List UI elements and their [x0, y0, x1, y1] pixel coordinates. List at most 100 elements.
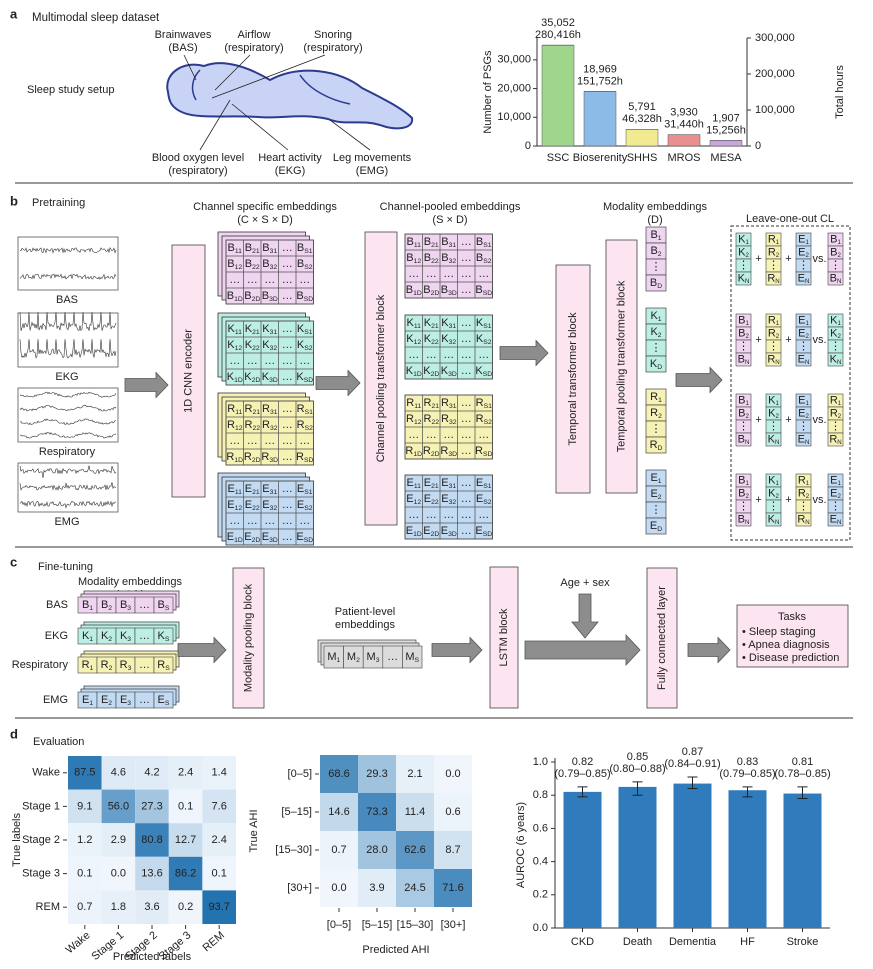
- ellipsis: …: [461, 317, 472, 329]
- panel-title: Pretraining: [32, 197, 85, 209]
- y-tick-label: 20,000: [497, 82, 531, 94]
- ellipsis: ⋮: [651, 423, 662, 435]
- cell-label: ESD: [296, 531, 313, 544]
- cell-subscript: S2: [304, 345, 313, 352]
- cell-letter: E: [798, 394, 805, 406]
- cell-subscript: 2: [775, 413, 779, 420]
- cell-subscript: 3D: [448, 371, 457, 378]
- cell-letter: M: [327, 651, 336, 663]
- cell-letter: E: [441, 477, 448, 489]
- ellipsis: …: [408, 349, 419, 361]
- cell-subscript: S: [415, 657, 420, 664]
- cell-subscript: 1: [89, 636, 93, 643]
- cell-letter: K: [768, 394, 776, 406]
- section-title: Modality embeddings: [78, 576, 182, 588]
- cell-letter: E: [798, 407, 805, 419]
- cell-value: 1.4: [212, 767, 227, 779]
- cell-label: E32: [262, 499, 277, 512]
- ellipsis: …: [461, 477, 472, 489]
- cell-label: K1: [738, 233, 749, 245]
- y2-axis-label: Total hours: [834, 65, 846, 119]
- ellipsis: …: [443, 429, 454, 441]
- ellipsis: …: [264, 435, 275, 447]
- cell-label: B2: [738, 327, 749, 339]
- cell-letter: K: [768, 433, 776, 445]
- y2-tick-label: 0: [755, 140, 761, 152]
- row-label: EMG: [43, 694, 68, 706]
- cell-letter: R: [227, 403, 235, 415]
- cell-label: B3D: [262, 290, 278, 303]
- cell-letter: K: [476, 333, 484, 345]
- ellipsis: ⋮: [768, 340, 779, 352]
- cell-letter: E: [424, 493, 431, 505]
- cell-subscript: 1: [805, 400, 809, 407]
- cell-subscript: 3: [127, 605, 131, 612]
- cell-label: K2: [101, 630, 112, 643]
- cell-letter: B: [650, 277, 657, 289]
- cell-label: K1: [650, 310, 661, 323]
- cell-subscript: 3D: [269, 377, 278, 384]
- block: [555, 264, 591, 494]
- cell-label: K2: [768, 407, 779, 419]
- cell-value: 0.7: [77, 901, 92, 913]
- cl-cell: [795, 432, 812, 447]
- cell-subscript: 22: [431, 258, 439, 265]
- cell-label: E3: [120, 694, 131, 707]
- cell-letter: B: [406, 284, 413, 296]
- heatmap-cell: [202, 890, 236, 924]
- cell-value: 3.9: [369, 882, 384, 894]
- cell-value: 28.0: [366, 844, 387, 856]
- cell-label: K1: [768, 474, 779, 486]
- cell-letter: E: [441, 493, 448, 505]
- ellipsis: …: [299, 274, 310, 286]
- cell-label: E1D: [406, 525, 422, 538]
- cell-letter: R: [798, 474, 806, 486]
- ellipsis: …: [229, 435, 240, 447]
- cell-value: 0.7: [331, 844, 346, 856]
- signal-label: Heart activity: [258, 152, 322, 164]
- cell-letter: B: [262, 258, 269, 270]
- cell-subscript: 11: [235, 489, 242, 496]
- cell-letter: B: [424, 252, 431, 264]
- cell-value: 0.1: [212, 868, 227, 880]
- cell-subscript: S2: [483, 339, 492, 346]
- cell-subscript: 2: [805, 252, 809, 259]
- y-tick-label: 1.0: [533, 756, 548, 768]
- section-title: (C × S × D): [237, 214, 293, 226]
- plus: +: [755, 253, 761, 265]
- bar: [618, 786, 657, 928]
- heatmap-cell: [396, 869, 434, 907]
- ellipsis: …: [408, 429, 419, 441]
- cell-subscript: 1: [838, 400, 842, 407]
- plus: +: [755, 334, 761, 346]
- cell-letter: R: [406, 397, 414, 409]
- cell-letter: B: [423, 284, 430, 296]
- cell-label: KS1: [297, 323, 313, 336]
- cell-subscript: 11: [414, 242, 421, 249]
- cell-label: R1: [768, 314, 780, 326]
- panel-letter: c: [10, 554, 17, 569]
- cell-letter: E: [798, 433, 805, 445]
- cell-label: EN: [798, 272, 810, 284]
- cell-subscript: 2: [775, 493, 779, 500]
- cell-label: R1: [650, 391, 662, 404]
- cell-label: E2: [650, 488, 661, 501]
- cell-subscript: N: [805, 278, 809, 285]
- cell-letter: E: [830, 487, 837, 499]
- cell-letter: B: [227, 258, 234, 270]
- modality-cell: [645, 274, 667, 292]
- cell-label: K31: [262, 323, 277, 336]
- tasks-title: Tasks: [778, 611, 807, 623]
- cell-label: E1: [798, 314, 809, 326]
- cell-label: ES2: [476, 493, 492, 506]
- cell-value: 4.2: [144, 767, 159, 779]
- cell-letter: R: [475, 445, 483, 457]
- cell-subscript: S: [165, 605, 170, 612]
- ci-label: (0.84–0.91): [664, 758, 720, 770]
- x-tick-label: MROS: [668, 152, 701, 164]
- ellipsis: …: [282, 258, 293, 270]
- ellipsis: …: [229, 274, 240, 286]
- cell-letter: B: [227, 290, 234, 302]
- cell-subscript: S1: [304, 248, 313, 255]
